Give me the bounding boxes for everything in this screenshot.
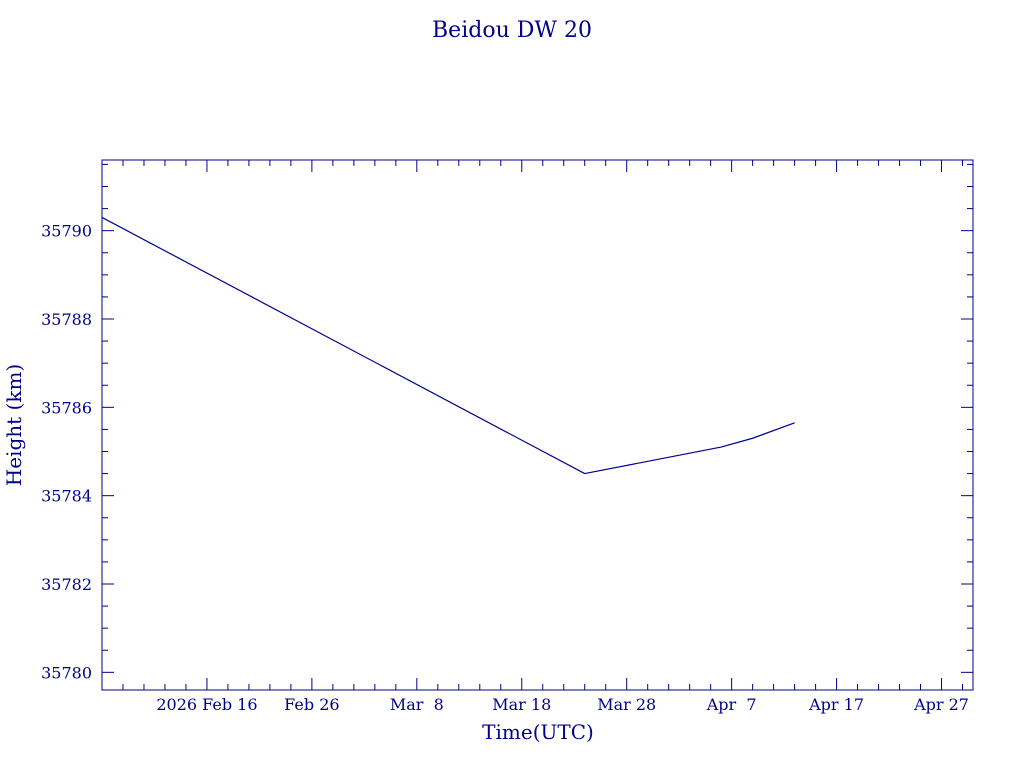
x-axis-label: Time(UTC) bbox=[482, 720, 594, 744]
y-tick-label: 35784 bbox=[41, 487, 92, 506]
y-axis-label: Height (km) bbox=[2, 364, 26, 486]
x-tick-label: Mar 28 bbox=[597, 695, 656, 714]
plot-frame bbox=[101, 159, 974, 691]
series-group bbox=[101, 216, 795, 475]
x-tick-label: Feb 26 bbox=[284, 695, 339, 714]
chart-title: Beidou DW 20 bbox=[432, 18, 592, 43]
series-line-0 bbox=[101, 216, 795, 475]
y-axis: 35780 35782 35784 35786 35788 35790 bbox=[41, 163, 973, 682]
x-tick-label: Mar 8 bbox=[390, 695, 444, 714]
y-tick-label: 35788 bbox=[41, 310, 92, 329]
x-tick-label: Apr 17 bbox=[808, 695, 864, 714]
x-tick-label: Apr 27 bbox=[913, 695, 969, 714]
plot-area bbox=[101, 159, 974, 691]
y-tick-label: 35780 bbox=[41, 663, 92, 682]
y-tick-label: 35790 bbox=[41, 222, 92, 241]
x-tick-label: Mar 18 bbox=[492, 695, 551, 714]
x-tick-label: Apr 7 bbox=[706, 695, 757, 714]
x-axis: 2026 Feb 16 Feb 26 Mar 8 Mar 18 Mar 28 Apr 7 A… bbox=[122, 160, 969, 714]
x-tick-label: 2026 Feb 16 bbox=[156, 695, 257, 714]
y-tick-label: 35782 bbox=[41, 575, 92, 594]
y-tick-label: 35786 bbox=[41, 398, 92, 417]
